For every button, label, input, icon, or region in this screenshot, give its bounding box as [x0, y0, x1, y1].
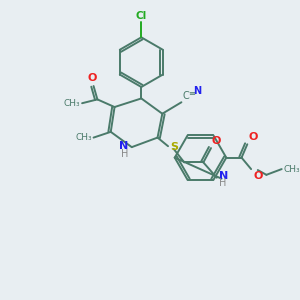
Text: O: O	[248, 132, 258, 142]
Text: N: N	[119, 141, 128, 151]
Text: C: C	[182, 91, 189, 101]
Text: O: O	[212, 136, 221, 146]
Text: N: N	[193, 85, 201, 96]
Text: N: N	[219, 171, 228, 181]
Text: CH₃: CH₃	[64, 99, 80, 108]
Text: H: H	[219, 178, 226, 188]
Text: CH₃: CH₃	[75, 133, 92, 142]
Text: ≡: ≡	[188, 89, 195, 98]
Text: O: O	[88, 73, 97, 83]
Text: H: H	[121, 149, 128, 159]
Text: Cl: Cl	[136, 11, 147, 21]
Text: O: O	[253, 171, 262, 181]
Text: S: S	[170, 142, 178, 152]
Text: CH₃: CH₃	[284, 165, 300, 174]
